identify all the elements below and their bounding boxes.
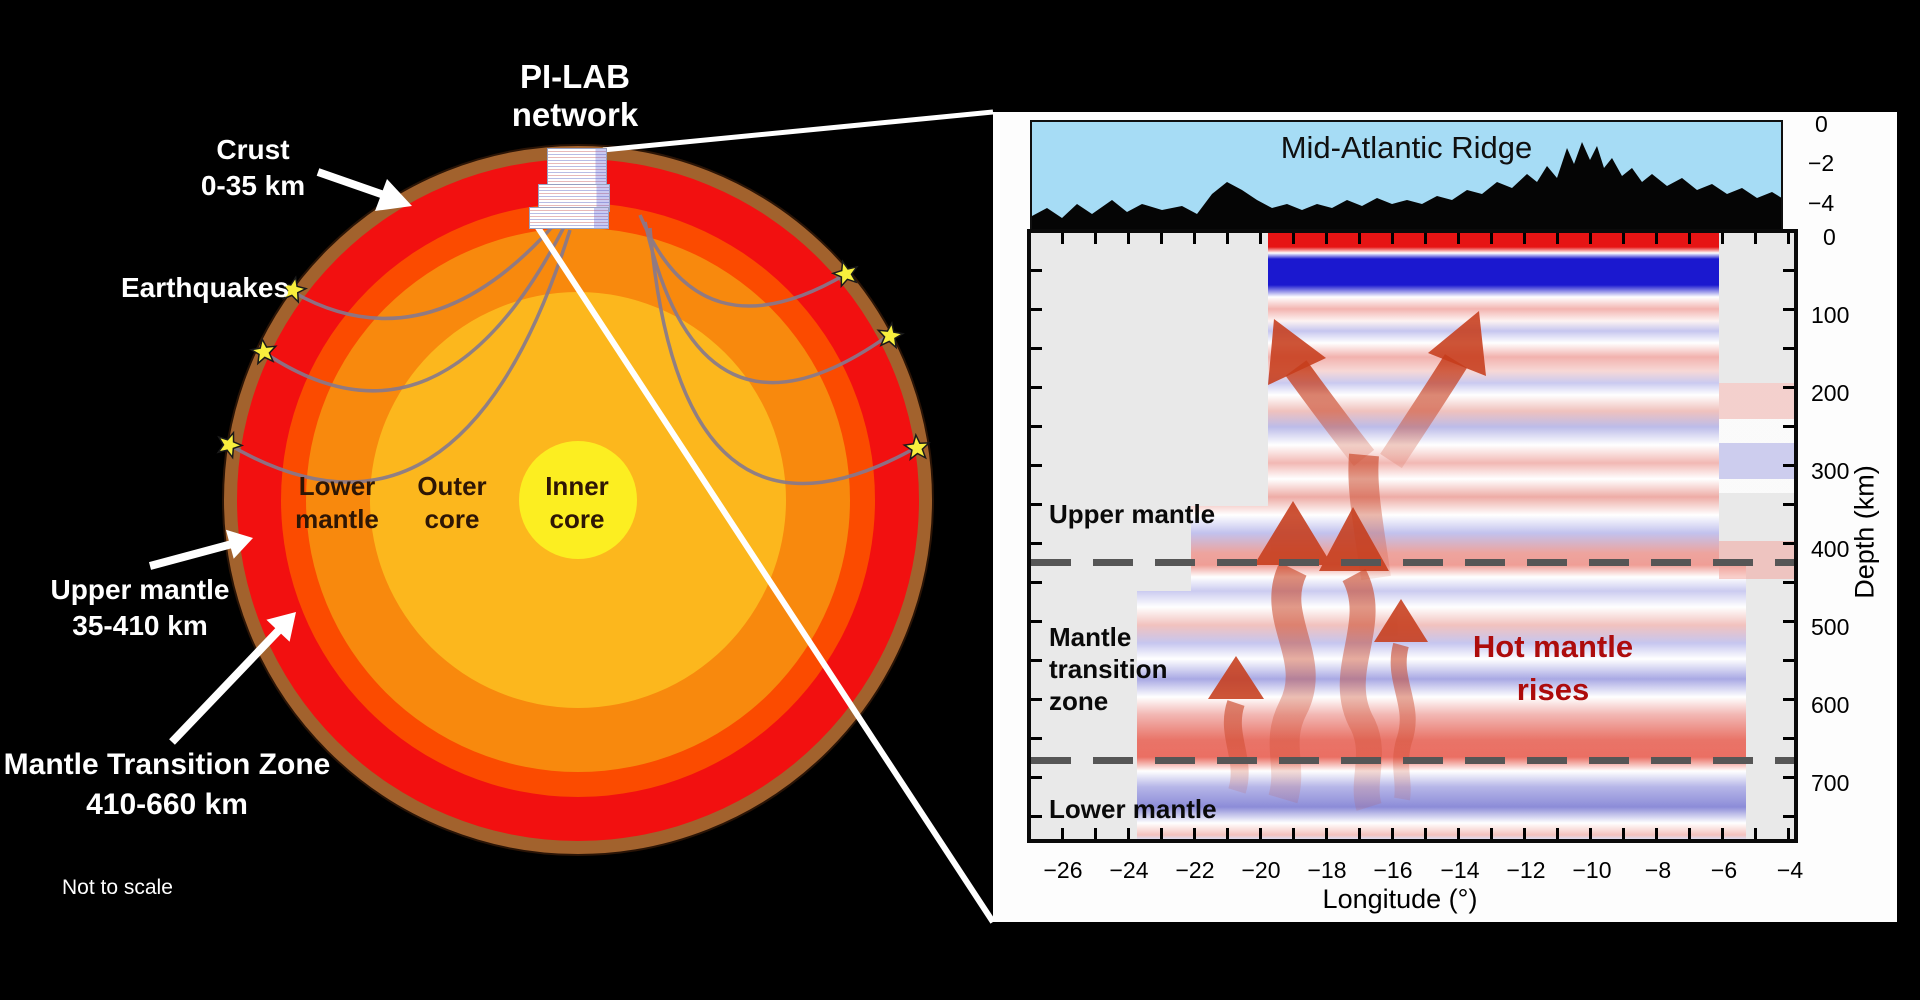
crust-label: Crust 0-35 km — [201, 132, 305, 204]
xtick: −8 — [1644, 857, 1672, 883]
earth-cross-section-graphic — [148, 109, 993, 924]
dtick: 300 — [1811, 458, 1850, 484]
inner-core-layer-label: Inner core — [545, 470, 609, 536]
xtick: −14 — [1440, 857, 1480, 883]
xtick: −6 — [1710, 857, 1738, 883]
rf-slab — [547, 148, 607, 188]
xtick: −26 — [1043, 857, 1083, 883]
left-axis-ticks — [1031, 233, 1042, 839]
earth-layers — [222, 144, 934, 856]
panel-title: Mid-Atlantic Ridge — [1280, 130, 1533, 165]
pilab-network-label: PI-LAB network — [512, 58, 639, 134]
etick: −4 — [1808, 190, 1835, 216]
mtz-line2: 410-660 km — [86, 788, 248, 821]
upper-mantle-arrow — [148, 540, 234, 570]
zoom-connector-lines — [530, 109, 993, 924]
hot-line2: rises — [1516, 672, 1590, 707]
mtz-zone-label: Mantle transition zone — [1049, 621, 1167, 717]
inner-core-line1: Inner — [545, 471, 609, 501]
tomography-data-right-shallow — [1719, 383, 1794, 493]
pilab-line2: network — [511, 96, 639, 133]
upper-mantle-label: Upper mantle 35-410 km — [51, 572, 230, 644]
xtick: −12 — [1506, 857, 1546, 883]
bottom-axis-ticks — [1031, 828, 1794, 839]
mtz-line1: Mantle Transition Zone — [3, 748, 331, 781]
tomography-box: Upper mantle Mantle transition zone Lowe… — [1027, 229, 1798, 843]
tomography-data-step2 — [1137, 591, 1191, 839]
annotation-arrows — [148, 168, 412, 745]
not-to-scale-note: Not to scale — [62, 876, 173, 899]
upper-mantle-line2: 35-410 km — [72, 610, 208, 641]
lower-mantle-zone-label: Lower mantle — [1049, 794, 1217, 824]
lower-mantle-layer-label: Lower mantle — [295, 470, 379, 536]
hot-mantle-plume-arrows — [1208, 311, 1486, 811]
earthquakes-label: Earthquakes — [121, 270, 289, 306]
410km-discontinuity-line — [1031, 559, 1794, 566]
upper-mantle-line1: Upper mantle — [50, 574, 230, 605]
earthquakes-text: Earthquakes — [120, 272, 290, 303]
tomography-panel: Mid-Atlantic Ridge — [993, 111, 1897, 922]
rf-slab — [529, 207, 609, 229]
mtz-zone-line1: Mantle — [1049, 622, 1132, 652]
lower-layer-line2: mantle — [295, 504, 379, 534]
dtick: 0 — [1823, 224, 1836, 250]
xtick: −24 — [1109, 857, 1149, 883]
upper-mantle-zone-label: Upper mantle — [1049, 499, 1216, 529]
bathymetry-box: Mid-Atlantic Ridge — [1030, 120, 1783, 232]
xtick: −20 — [1241, 857, 1281, 883]
hot-line1: Hot mantle — [1472, 629, 1634, 664]
dtick: 700 — [1811, 770, 1850, 796]
depth-axis-title: Depth (km) — [1849, 465, 1880, 599]
dtick: 600 — [1811, 692, 1850, 718]
crust-arrow — [316, 168, 386, 199]
hot-mantle-rises-label: Hot mantle rises — [1473, 625, 1633, 711]
outer-core-line1: Outer — [417, 471, 487, 501]
mtz-label: Mantle Transition Zone 410-660 km — [4, 745, 331, 825]
dtick: 200 — [1811, 380, 1850, 406]
outer-core-line2: core — [424, 504, 480, 534]
pilab-line1: PI-LAB — [520, 58, 630, 95]
etick: 0 — [1815, 111, 1828, 137]
lower-layer-line1: Lower — [298, 471, 376, 501]
crust-line2: 0-35 km — [200, 170, 306, 201]
xtick: −4 — [1776, 857, 1804, 883]
top-axis-ticks — [1031, 233, 1794, 244]
660km-discontinuity-line — [1031, 757, 1794, 764]
longitude-axis-title: Longitude (°) — [1322, 884, 1478, 914]
xtick: −22 — [1175, 857, 1215, 883]
tomography-data-right — [1719, 561, 1746, 839]
dtick: 400 — [1811, 536, 1850, 562]
mtz-zone-line3: zone — [1049, 686, 1109, 716]
crust-line1: Crust — [216, 134, 290, 165]
outer-core-layer-label: Outer core — [417, 470, 486, 536]
xtick: −18 — [1307, 857, 1347, 883]
xtick: −10 — [1572, 857, 1612, 883]
right-axis-ticks — [1783, 233, 1794, 839]
ray-path-arcs — [227, 214, 918, 486]
xtick: −16 — [1373, 857, 1413, 883]
inner-core-line2: core — [549, 504, 605, 534]
mtz-arrow — [169, 626, 283, 745]
mtz-zone-line2: transition — [1049, 654, 1168, 684]
seafloor-topography — [1032, 142, 1781, 230]
dtick: 100 — [1811, 302, 1850, 328]
etick: −2 — [1808, 150, 1835, 176]
dtick: 500 — [1811, 614, 1850, 640]
